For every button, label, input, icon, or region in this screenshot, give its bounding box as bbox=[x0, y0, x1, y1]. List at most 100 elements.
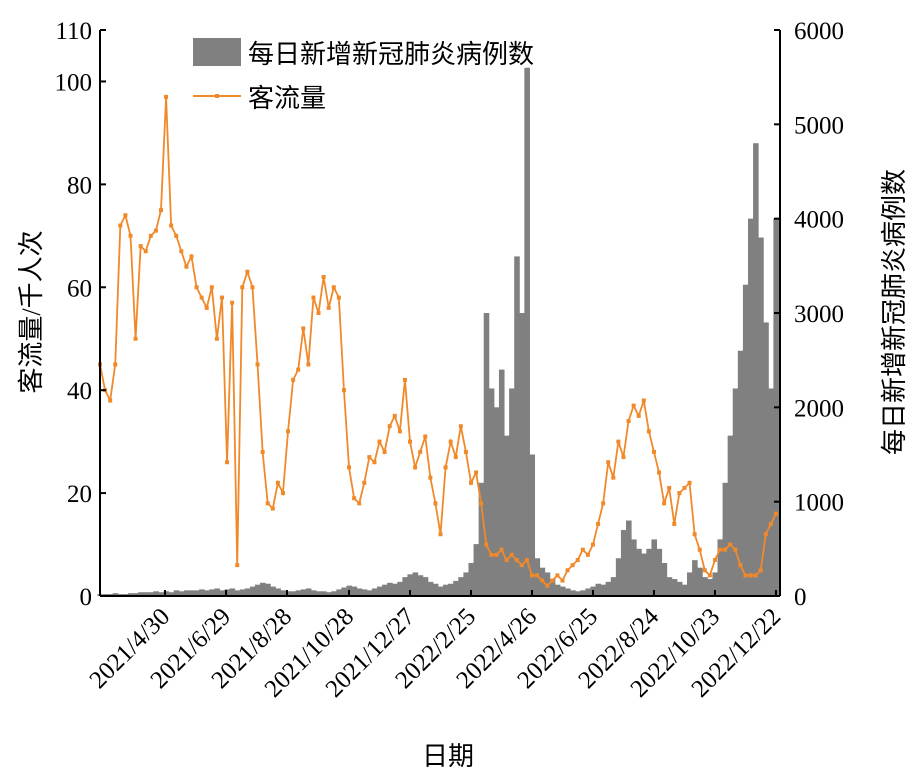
case-bar bbox=[478, 482, 485, 596]
flow-point bbox=[662, 501, 667, 506]
case-bar bbox=[468, 562, 475, 596]
case-bar bbox=[336, 589, 342, 596]
flow-point bbox=[316, 311, 321, 315]
case-bar bbox=[529, 454, 536, 596]
flow-point bbox=[413, 465, 418, 470]
case-bar bbox=[280, 590, 287, 596]
flow-point bbox=[504, 557, 509, 562]
legend-swatch-cases bbox=[193, 38, 241, 66]
flow-point bbox=[118, 223, 123, 228]
case-bar bbox=[234, 590, 241, 596]
flow-point bbox=[479, 501, 484, 506]
flow-point bbox=[570, 563, 575, 568]
y-axis-label-right: 每日新增新冠肺炎病例数 bbox=[880, 169, 909, 455]
case-bar bbox=[112, 593, 119, 596]
y-tick-label-left: 40 bbox=[67, 378, 92, 405]
case-bar bbox=[514, 256, 520, 596]
case-bar bbox=[351, 586, 358, 596]
y-tick-label-right: 6000 bbox=[794, 18, 844, 45]
case-bar bbox=[260, 582, 266, 596]
case-bar bbox=[448, 583, 454, 596]
case-bar bbox=[641, 553, 647, 596]
flow-point bbox=[235, 563, 240, 568]
flow-point bbox=[153, 228, 158, 233]
flow-point bbox=[474, 470, 479, 475]
flow-point bbox=[123, 213, 128, 218]
case-bar bbox=[488, 388, 495, 596]
y-tick-label-right: 5000 bbox=[794, 112, 844, 139]
case-bar bbox=[194, 590, 200, 596]
case-bar bbox=[722, 482, 729, 596]
case-bar bbox=[483, 313, 490, 596]
flow-point bbox=[565, 568, 570, 573]
flow-point bbox=[626, 419, 631, 424]
case-bar bbox=[407, 574, 414, 596]
case-bar bbox=[473, 544, 480, 596]
flow-point bbox=[560, 578, 565, 583]
flow-point bbox=[651, 449, 656, 454]
case-bar bbox=[417, 575, 424, 596]
y-tick-label-left: 80 bbox=[67, 172, 92, 199]
case-bar bbox=[133, 593, 139, 596]
flow-point bbox=[301, 326, 306, 331]
flow-point bbox=[687, 480, 692, 485]
case-bar bbox=[295, 590, 302, 596]
case-bar bbox=[702, 577, 708, 596]
flow-point bbox=[672, 521, 677, 526]
case-bar bbox=[498, 369, 505, 596]
case-bar bbox=[463, 572, 469, 596]
flow-point bbox=[773, 511, 778, 516]
flow-point bbox=[352, 496, 357, 501]
flow-point bbox=[280, 491, 285, 496]
flow-point bbox=[219, 295, 224, 300]
flow-point bbox=[230, 300, 235, 305]
y-tick-label-left: 100 bbox=[55, 69, 93, 96]
flow-point bbox=[509, 552, 514, 557]
case-bar bbox=[138, 592, 144, 596]
case-bar bbox=[747, 218, 754, 596]
case-bar bbox=[315, 591, 322, 596]
flow-point bbox=[636, 413, 641, 418]
case-bar bbox=[437, 586, 444, 596]
flow-point bbox=[402, 377, 407, 382]
y-tick-label-left: 0 bbox=[80, 584, 93, 611]
flow-point bbox=[377, 439, 382, 444]
case-bar bbox=[127, 593, 134, 596]
case-bar bbox=[737, 350, 744, 596]
case-bar bbox=[229, 588, 236, 596]
case-bar bbox=[610, 577, 617, 596]
flow-point bbox=[667, 485, 672, 490]
case-bar bbox=[163, 591, 170, 596]
case-bar bbox=[285, 591, 292, 596]
case-bar bbox=[504, 435, 510, 596]
case-bar bbox=[148, 592, 154, 596]
flow-point bbox=[443, 465, 448, 470]
case-bar bbox=[570, 590, 576, 596]
flow-point bbox=[372, 460, 377, 465]
flow-point bbox=[621, 455, 626, 460]
flow-point bbox=[291, 377, 296, 382]
flow-point bbox=[646, 429, 651, 434]
case-bar bbox=[549, 579, 556, 596]
flow-point bbox=[753, 573, 758, 578]
y-axis-label-left: 客流量/千人次 bbox=[17, 230, 46, 393]
flow-point bbox=[174, 233, 179, 238]
flow-point bbox=[428, 475, 433, 480]
case-bar bbox=[422, 577, 429, 596]
y-tick-label-right: 4000 bbox=[794, 207, 844, 234]
flow-point bbox=[362, 480, 367, 485]
case-bar bbox=[214, 588, 220, 596]
case-bar bbox=[199, 589, 205, 596]
flow-point bbox=[204, 305, 209, 310]
flow-point bbox=[585, 552, 590, 557]
flow-point bbox=[265, 501, 270, 506]
axes: 0 20 40 60 80 100 110 0 1000 2000 3000 4000 5000 6000… bbox=[55, 18, 845, 703]
case-bar bbox=[173, 590, 180, 596]
case-bar bbox=[158, 592, 165, 596]
case-bar bbox=[392, 583, 398, 596]
case-bar bbox=[270, 586, 276, 596]
case-bar bbox=[626, 520, 632, 596]
y-tick-label-left: 60 bbox=[67, 275, 92, 302]
flow-point bbox=[306, 362, 311, 367]
